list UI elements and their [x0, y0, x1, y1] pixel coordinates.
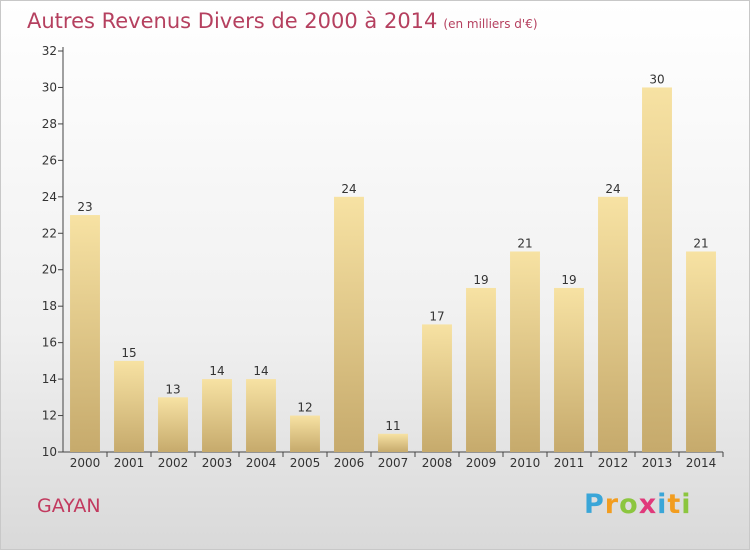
logo-letter: P	[584, 489, 605, 520]
x-tick-label: 2012	[598, 456, 629, 470]
x-tick-label: 2001	[114, 456, 145, 470]
x-tick-label: 2008	[422, 456, 453, 470]
bar	[466, 287, 496, 452]
x-tick-label: 2011	[554, 456, 585, 470]
x-tick-label: 2010	[510, 456, 541, 470]
bar	[686, 251, 716, 452]
chart-title: Autres Revenus Divers de 2000 à 2014	[27, 9, 438, 33]
y-tick-label: 14	[42, 372, 57, 386]
y-tick-label: 30	[42, 80, 57, 94]
x-tick-label: 2009	[466, 456, 497, 470]
bar	[158, 397, 188, 452]
x-tick-label: 2004	[246, 456, 277, 470]
bar	[246, 379, 276, 452]
y-tick-label: 12	[42, 409, 57, 423]
data-label: 21	[517, 237, 532, 251]
chart-unit: (en milliers d'€)	[443, 17, 538, 31]
data-label: 11	[385, 419, 400, 433]
y-tick-label: 26	[42, 153, 57, 167]
x-tick-label: 2003	[202, 456, 233, 470]
bar	[70, 215, 100, 452]
bar	[598, 196, 628, 452]
data-label: 17	[429, 309, 444, 323]
bar	[510, 251, 540, 452]
y-tick-label: 24	[42, 190, 57, 204]
data-label: 13	[165, 382, 180, 396]
y-tick-label: 10	[42, 445, 57, 459]
logo-letter: o	[619, 489, 639, 520]
bar	[642, 87, 672, 453]
x-tick-label: 2006	[334, 456, 365, 470]
y-tick-label: 18	[42, 299, 57, 313]
bar	[334, 196, 364, 452]
bar	[378, 433, 408, 452]
data-label: 24	[341, 182, 356, 196]
bar	[290, 415, 320, 452]
bar	[422, 324, 452, 452]
x-tick-label: 2007	[378, 456, 409, 470]
data-label: 21	[693, 237, 708, 251]
proxiti-logo[interactable]: Proxiti	[584, 489, 692, 520]
bar	[202, 379, 232, 452]
x-tick-label: 2005	[290, 456, 321, 470]
data-label: 19	[561, 273, 576, 287]
logo-letter: t	[667, 489, 682, 520]
x-tick-label: 2014	[686, 456, 717, 470]
data-label: 14	[253, 364, 268, 378]
bar	[114, 360, 144, 452]
logo-letter: x	[638, 489, 658, 520]
data-label: 30	[649, 72, 664, 86]
y-tick-label: 16	[42, 336, 57, 350]
y-tick-label: 20	[42, 263, 57, 277]
x-tick-label: 2013	[642, 456, 673, 470]
logo-letter: i	[657, 489, 668, 520]
x-tick-label: 2000	[70, 456, 101, 470]
data-label: 14	[209, 364, 224, 378]
data-label: 23	[77, 200, 92, 214]
data-label: 19	[473, 273, 488, 287]
chart-title-block: Autres Revenus Divers de 2000 à 2014 (en …	[27, 9, 538, 33]
y-tick-label: 32	[42, 44, 57, 58]
data-label: 12	[297, 401, 312, 415]
y-tick-label: 28	[42, 117, 57, 131]
logo-letter: i	[681, 489, 692, 520]
x-tick-label: 2002	[158, 456, 189, 470]
place-name: GAYAN	[37, 495, 101, 517]
data-label: 24	[605, 182, 620, 196]
y-tick-label: 22	[42, 226, 57, 240]
logo-letter: r	[604, 489, 620, 520]
data-label: 15	[121, 346, 136, 360]
bar	[554, 287, 584, 452]
